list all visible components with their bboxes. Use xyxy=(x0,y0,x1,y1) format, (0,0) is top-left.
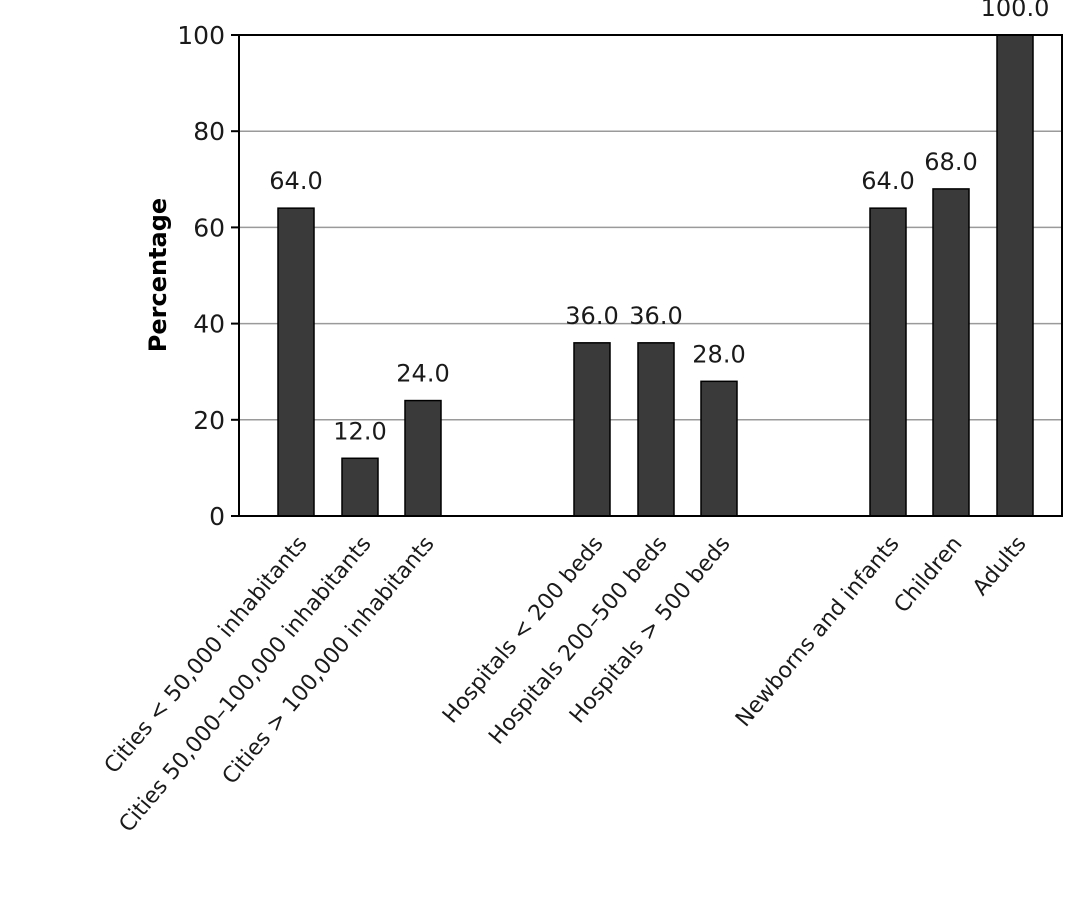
bar xyxy=(341,457,379,517)
x-category-label: Adults xyxy=(968,532,1031,601)
data-label: 64.0 xyxy=(861,167,914,195)
y-tick-label: 20 xyxy=(193,406,225,435)
bar xyxy=(700,380,738,517)
x-category-label: Children xyxy=(890,532,968,618)
y-axis-ticks: 0 20 40 60 80 100 xyxy=(177,21,239,531)
x-category-label: Cities 50,000–100,000 inhabitants xyxy=(115,532,377,838)
y-axis-label: Percentage xyxy=(144,198,172,352)
bars xyxy=(277,34,1034,517)
y-tick-label: 60 xyxy=(193,213,225,242)
y-tick-label: 40 xyxy=(193,310,225,339)
data-label: 68.0 xyxy=(924,148,977,176)
bar xyxy=(932,188,970,517)
y-tick-label: 100 xyxy=(177,21,225,50)
data-label: 24.0 xyxy=(396,360,449,388)
bar xyxy=(277,207,315,517)
data-label: 12.0 xyxy=(333,417,386,445)
bar xyxy=(869,207,907,517)
y-tick-label: 80 xyxy=(193,117,225,146)
plot-frame xyxy=(238,34,1063,517)
data-label: 100.0 xyxy=(981,0,1050,22)
data-labels: 64.0 12.0 24.0 36.0 36.0 28.0 64.0 68.0 100.0 xyxy=(269,0,1049,445)
bar xyxy=(404,399,442,517)
bar xyxy=(573,342,611,517)
bar xyxy=(996,34,1034,517)
data-label: 36.0 xyxy=(565,302,618,330)
data-label: 36.0 xyxy=(629,302,682,330)
data-label: 28.0 xyxy=(692,340,745,368)
y-tick-label: 0 xyxy=(209,502,225,531)
x-category-label: Newborns and infants xyxy=(731,532,905,732)
data-label: 64.0 xyxy=(269,167,322,195)
bar xyxy=(637,342,675,517)
